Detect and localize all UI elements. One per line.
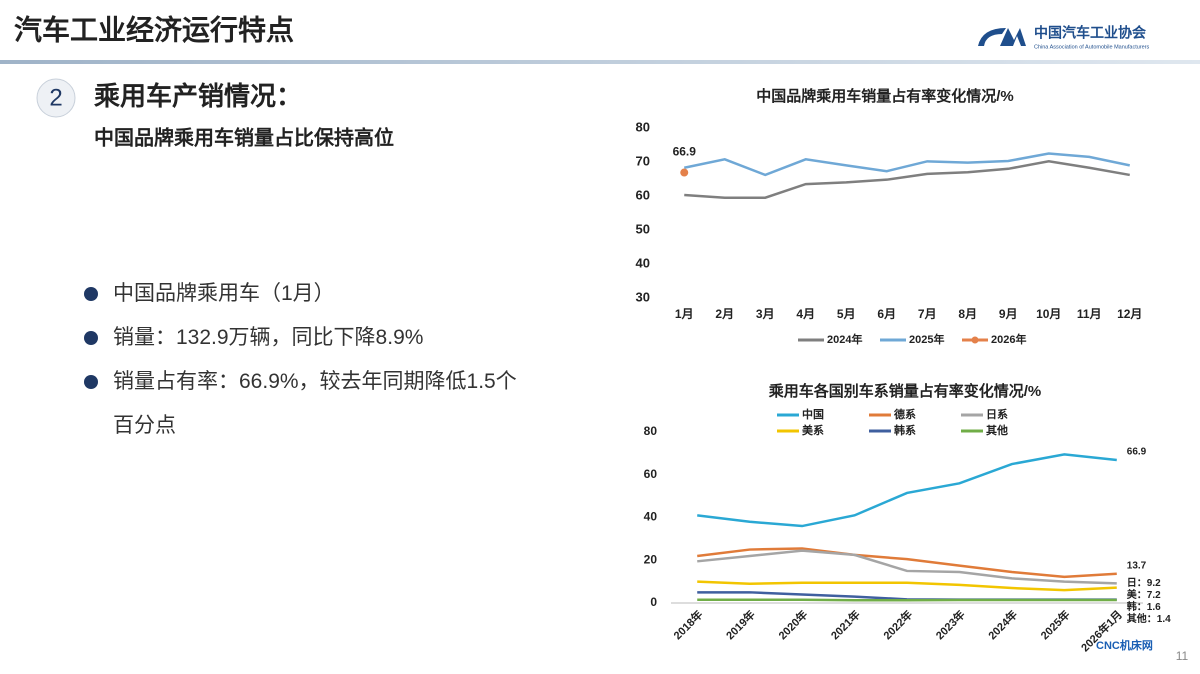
legend-label: 2025年 bbox=[909, 332, 944, 346]
x-tick-label: 6月 bbox=[877, 307, 896, 321]
logo-english: China Association of Automobile Manufact… bbox=[1034, 44, 1150, 50]
x-tick-label: 2018年 bbox=[670, 607, 705, 642]
y-tick-label: 80 bbox=[636, 119, 650, 134]
x-tick-label: 2021年 bbox=[828, 607, 863, 642]
logo-name: 中国汽车工业协会 bbox=[1034, 25, 1147, 41]
y-tick-label: 60 bbox=[636, 187, 650, 202]
y-tick-label: 50 bbox=[636, 221, 650, 236]
x-tick-label: 3月 bbox=[756, 307, 775, 321]
bullet: 销量占有率：66.9%，较去年同期降低1.5个百分点 bbox=[84, 360, 518, 448]
y-tick-label: 20 bbox=[644, 552, 658, 566]
x-tick-label: 10月 bbox=[1036, 307, 1061, 321]
x-tick-label: 11月 bbox=[1077, 307, 1102, 321]
x-tick-label: 2024年 bbox=[985, 607, 1020, 642]
x-tick-label: 2025年 bbox=[1038, 607, 1073, 642]
series-line bbox=[683, 152, 1131, 177]
legend-label: 美系 bbox=[802, 423, 824, 437]
legend-label: 2026年 bbox=[991, 332, 1026, 346]
x-tick-label: 2022年 bbox=[880, 607, 915, 642]
y-tick-label: 80 bbox=[644, 424, 658, 438]
data-label: 日：9.2 bbox=[1127, 577, 1161, 589]
x-tick-label: 7月 bbox=[918, 307, 937, 321]
x-tick-label: 12月 bbox=[1117, 307, 1142, 321]
section-number: 2 bbox=[49, 84, 62, 111]
legend-label: 德系 bbox=[893, 407, 916, 421]
data-label: 66.9 bbox=[673, 145, 697, 159]
data-label: 66.9 bbox=[1127, 447, 1147, 458]
bullet: 销量：132.9万辆，同比下降8.9% bbox=[84, 316, 554, 360]
series-line bbox=[697, 591, 1117, 601]
series-line bbox=[697, 547, 1117, 579]
legend-label: 韩系 bbox=[894, 423, 916, 437]
legend-label: 日系 bbox=[986, 407, 1008, 421]
data-label: 韩：1.6 bbox=[1127, 600, 1161, 613]
legend-label: 其他 bbox=[986, 423, 1008, 437]
bullet-list: 中国品牌乘用车（1月） 销量：132.9万辆，同比下降8.9% 销量占有率：66… bbox=[84, 272, 554, 448]
watermark: CNC机床网 bbox=[1096, 638, 1153, 652]
x-tick-label: 2023年 bbox=[933, 607, 968, 642]
slide-title: 汽车工业经济运行特点 bbox=[14, 13, 294, 45]
point-marker bbox=[680, 168, 689, 177]
x-tick-label: 8月 bbox=[958, 307, 977, 321]
x-tick-label: 9月 bbox=[999, 307, 1018, 321]
series-line bbox=[697, 549, 1117, 585]
x-tick-label: 1月 bbox=[675, 307, 694, 321]
series-line bbox=[697, 453, 1117, 528]
x-tick-label: 5月 bbox=[837, 307, 856, 321]
chart-title: 乘用车各国别车系销量占有率变化情况/% bbox=[768, 382, 1042, 400]
legend-marker bbox=[971, 336, 979, 344]
logo-mark bbox=[978, 28, 1026, 46]
heading: 乘用车产销情况： bbox=[93, 81, 302, 111]
data-label: 其他：1.4 bbox=[1127, 612, 1171, 625]
y-tick-label: 70 bbox=[636, 153, 650, 168]
data-label: 13.7 bbox=[1127, 560, 1147, 571]
subheading: 中国品牌乘用车销量占比保持高位 bbox=[94, 125, 394, 149]
legend-label: 2024年 bbox=[827, 332, 862, 346]
x-tick-label: 2019年 bbox=[723, 607, 758, 642]
x-tick-label: 2月 bbox=[715, 307, 734, 321]
y-tick-label: 0 bbox=[650, 595, 657, 609]
series-line bbox=[697, 580, 1117, 592]
data-label: 美：7.2 bbox=[1127, 588, 1161, 601]
y-tick-label: 60 bbox=[644, 467, 658, 481]
legend-label: 中国 bbox=[802, 407, 824, 421]
header-rule bbox=[0, 60, 1200, 64]
x-tick-label: 2020年 bbox=[775, 607, 810, 642]
y-tick-label: 40 bbox=[636, 255, 650, 270]
chart-title: 中国品牌乘用车销量占有率变化情况/% bbox=[756, 87, 1014, 105]
x-tick-label: 4月 bbox=[796, 307, 815, 321]
section-badge bbox=[36, 78, 76, 118]
series-line bbox=[684, 160, 1130, 199]
y-tick-label: 40 bbox=[644, 510, 658, 524]
y-tick-label: 30 bbox=[636, 289, 650, 304]
bullet: 中国品牌乘用车（1月） bbox=[84, 272, 554, 316]
page-number: 11 bbox=[1176, 649, 1189, 663]
